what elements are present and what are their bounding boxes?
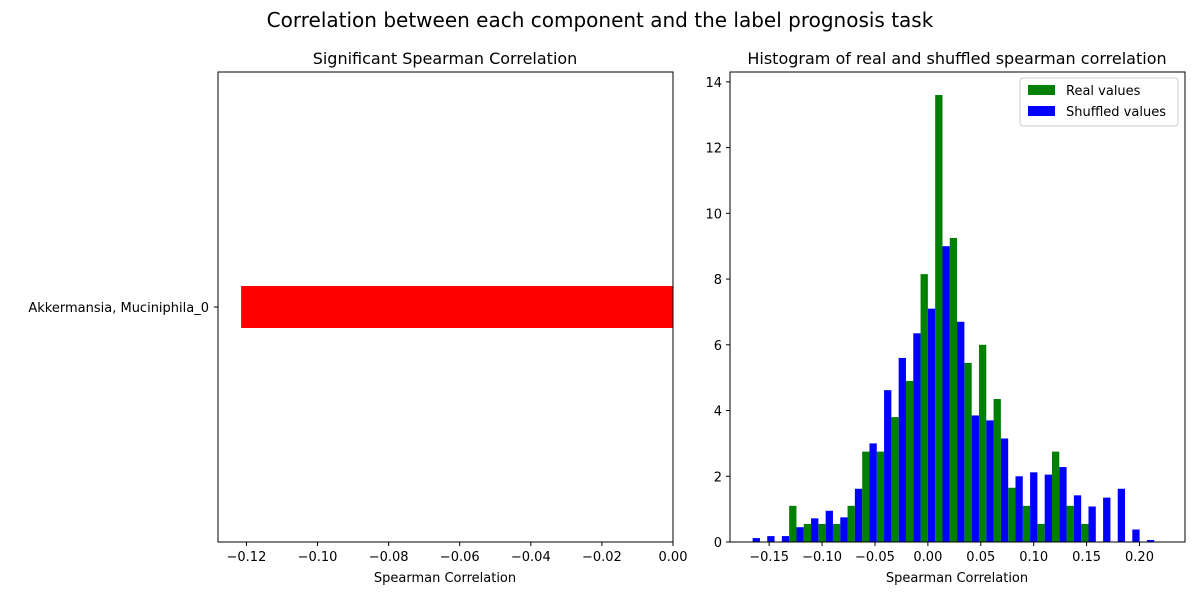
x-tick-label: −0.06	[440, 550, 480, 565]
bar-shuffled	[913, 333, 921, 542]
x-tick-label: −0.08	[369, 550, 409, 565]
x-tick-label: 0.10	[1019, 550, 1048, 565]
right-chart-title: Histogram of real and shuffled spearman …	[747, 49, 1166, 68]
right-chart: Histogram of real and shuffled spearman …	[705, 49, 1186, 586]
bar-shuffled	[898, 357, 906, 542]
bar-real	[964, 362, 972, 542]
bar-shuffled	[767, 536, 775, 542]
x-tick-label: −0.12	[227, 550, 267, 565]
legend-label-real: Real values	[1066, 84, 1141, 99]
x-tick-label: −0.10	[802, 550, 842, 565]
bar-real	[935, 95, 943, 543]
bar-real	[1037, 523, 1045, 542]
bar-real	[818, 523, 826, 542]
bar-real	[1051, 451, 1060, 542]
bar-shuffled	[884, 390, 892, 542]
bar-shuffled	[957, 321, 965, 542]
y-tick-label: 6	[714, 339, 722, 354]
bar-real	[847, 505, 855, 542]
x-tick-label: 0.00	[659, 550, 688, 565]
bar-shuffled	[1132, 529, 1140, 542]
bar-real	[1022, 505, 1031, 542]
bar	[241, 286, 673, 328]
legend-box	[1019, 77, 1179, 127]
bar-shuffled	[1073, 495, 1082, 542]
bar-real	[876, 451, 885, 542]
bar-shuffled	[752, 538, 760, 542]
bar-shuffled	[1103, 497, 1111, 542]
bar-shuffled	[971, 415, 979, 542]
bar-real	[1066, 505, 1074, 542]
bar-shuffled	[796, 527, 804, 542]
legend-swatch-real	[1028, 85, 1055, 95]
bar-real	[978, 344, 987, 542]
bar-real	[1008, 487, 1016, 542]
bar-shuffled	[1059, 467, 1067, 542]
left-x-axis-label: Spearman Correlation	[374, 571, 516, 586]
bar-shuffled	[1146, 540, 1155, 542]
legend-label-shuffled: Shuffled values	[1066, 105, 1166, 120]
bar-shuffled	[781, 536, 790, 542]
x-tick-label: −0.05	[855, 550, 895, 565]
bar-shuffled	[1000, 438, 1009, 542]
legend: Real values Shuffled values	[1019, 77, 1179, 127]
bar-shuffled	[840, 517, 848, 542]
x-tick-label: −0.15	[749, 550, 789, 565]
bar-shuffled	[942, 246, 950, 542]
bar-real	[891, 417, 899, 542]
left-chart: Significant Spearman Correlation −0.12 −0…	[28, 49, 687, 586]
y-tick-label: 0	[714, 536, 722, 551]
x-tick-label: −0.02	[582, 550, 622, 565]
bar-shuffled	[1117, 488, 1126, 542]
bar-real	[949, 237, 958, 543]
right-plot-frame	[729, 71, 1186, 543]
figure-title: Correlation between each component and t…	[266, 8, 934, 32]
bar-real	[789, 505, 797, 542]
bar-shuffled	[869, 443, 877, 542]
y-tick-label: 12	[705, 142, 722, 157]
bar-shuffled	[1015, 476, 1023, 542]
bar-shuffled	[1030, 472, 1038, 542]
y-tick-label: 14	[705, 76, 722, 91]
bar-shuffled	[811, 518, 819, 542]
x-tick-label: −0.10	[298, 550, 338, 565]
legend-swatch-shuffled	[1028, 106, 1055, 116]
bar-real	[920, 274, 928, 542]
y-tick-label: 10	[705, 207, 722, 222]
bar-shuffled	[1088, 506, 1096, 542]
bar-real	[1081, 523, 1089, 542]
bar-shuffled	[854, 488, 863, 542]
y-tick-label: 4	[714, 405, 722, 420]
x-tick-label: 0.20	[1125, 550, 1154, 565]
bar-real	[905, 380, 914, 542]
bar-shuffled	[825, 510, 833, 542]
left-chart-title: Significant Spearman Correlation	[313, 49, 578, 68]
bar-real	[862, 451, 870, 542]
y-tick-label: 2	[714, 470, 722, 485]
x-tick-label: 0.00	[913, 550, 942, 565]
bar-real	[993, 399, 1001, 542]
x-tick-label: 0.15	[1072, 550, 1101, 565]
bar-shuffled	[986, 420, 994, 542]
bar-shuffled	[1044, 474, 1052, 542]
x-tick-label: 0.05	[966, 550, 995, 565]
bar-real	[803, 523, 812, 542]
right-x-axis-label: Spearman Correlation	[886, 571, 1028, 586]
bar-real	[832, 523, 841, 542]
x-tick-label: −0.04	[511, 550, 551, 565]
y-tick-label: 8	[714, 273, 722, 288]
bar-shuffled	[927, 308, 936, 542]
y-tick-label: Akkermansia, Muciniphila_0	[28, 301, 209, 316]
